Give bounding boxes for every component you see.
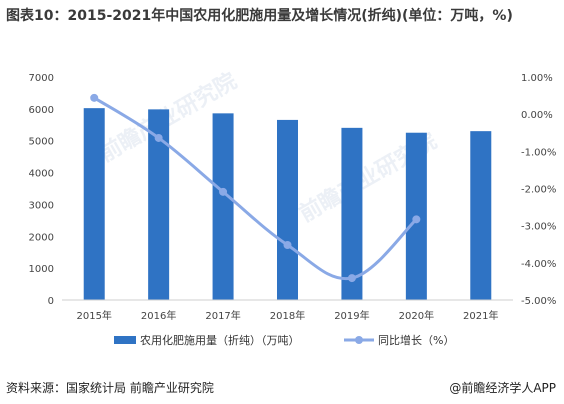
line-point <box>154 133 163 142</box>
x-tick-label: 2020年 <box>399 309 434 322</box>
legend-label-line: 同比增长（%） <box>378 333 454 347</box>
left-tick-label: 3000 <box>29 200 54 211</box>
right-tick-label: -2.00% <box>521 185 556 196</box>
bar <box>470 131 492 300</box>
x-tick-label: 2018年 <box>270 309 305 322</box>
right-tick-label: -4.00% <box>521 259 556 270</box>
bar <box>148 109 170 301</box>
combo-chart: 0 1000 2000 3000 4000 5000 6000 7000 1.00% 0.00%… <box>29 73 557 347</box>
x-tick-label: 2017年 <box>205 309 240 322</box>
line-point <box>347 274 356 283</box>
left-tick-label: 0 <box>48 296 54 307</box>
x-tick-label: 2021年 <box>463 309 498 322</box>
right-y-axis: 1.00% 0.00% -1.00% -2.00% -3.00% -4.00% -5.00% <box>521 73 556 307</box>
line-point <box>219 187 228 196</box>
chart-title: 图表10：2015-2021年中国农用化肥施用量及增长情况(折纯)(单位：万吨，… <box>6 8 513 24</box>
growth-line <box>92 96 418 281</box>
left-tick-label: 1000 <box>29 264 54 275</box>
legend[interactable]: 农用化肥施用量（折纯）（万吨） 同比增长（%） <box>114 333 454 347</box>
right-tick-label: -3.00% <box>521 222 556 233</box>
source-note: 资料来源：国家统计局 前瞻产业研究院 <box>6 381 214 395</box>
line-point <box>412 215 421 224</box>
x-tick-label: 2015年 <box>76 309 111 322</box>
left-tick-label: 4000 <box>29 169 54 180</box>
right-tick-label: 0.00% <box>521 110 553 121</box>
left-tick-label: 7000 <box>29 73 54 84</box>
line-point <box>90 93 99 102</box>
left-y-axis: 0 1000 2000 3000 4000 5000 6000 7000 <box>29 73 54 307</box>
bar <box>341 127 363 301</box>
brand-credit: @前瞻经济学人APP <box>449 381 556 395</box>
bar-series <box>83 108 492 301</box>
x-tick-label: 2016年 <box>141 309 176 322</box>
line-point <box>283 240 292 249</box>
x-axis: 2015年 2016年 2017年 2018年 2019年 2020年 2021年 <box>62 299 513 322</box>
legend-swatch-bar <box>114 336 136 344</box>
legend-swatch-marker <box>355 336 363 344</box>
bar <box>212 113 234 300</box>
right-tick-label: -5.00% <box>521 296 556 307</box>
legend-label-bar: 农用化肥施用量（折纯）（万吨） <box>140 333 300 347</box>
x-tick-label: 2019年 <box>334 309 369 322</box>
bar <box>83 108 105 301</box>
left-tick-label: 5000 <box>29 137 54 148</box>
left-tick-label: 2000 <box>29 232 54 243</box>
line-series <box>90 93 421 283</box>
right-tick-label: 1.00% <box>521 73 553 84</box>
bar <box>277 119 298 301</box>
left-tick-label: 6000 <box>29 105 54 116</box>
right-tick-label: -1.00% <box>521 147 556 158</box>
